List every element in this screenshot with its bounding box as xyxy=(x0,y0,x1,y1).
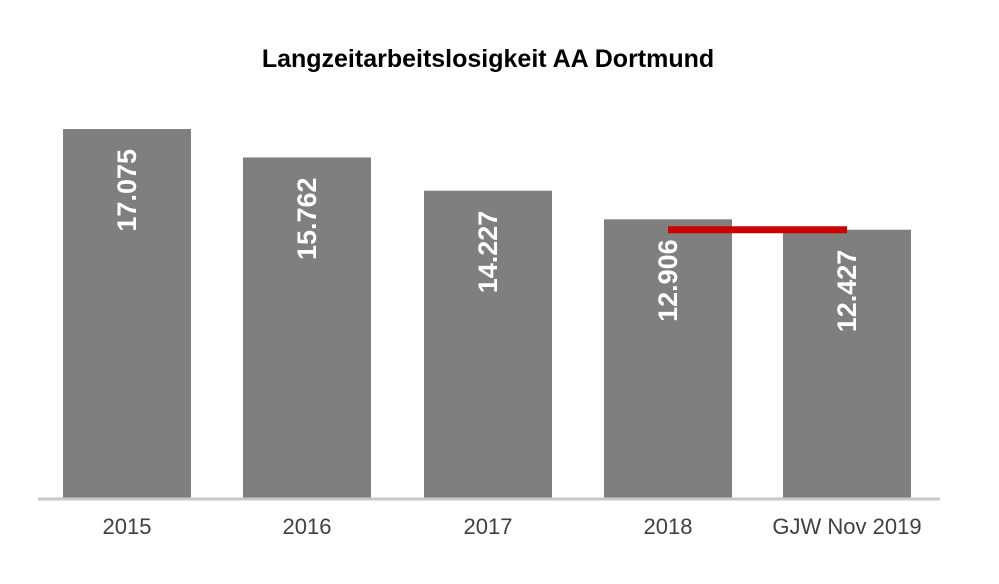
data-label: 17.075 xyxy=(112,149,142,232)
bar-2016 xyxy=(243,157,371,499)
bar-2018 xyxy=(604,219,732,499)
x-tick-label: 2015 xyxy=(103,514,152,539)
bar-2017 xyxy=(424,190,552,499)
bars-group xyxy=(63,129,911,499)
x-tick-label: GJW Nov 2019 xyxy=(772,514,921,539)
data-label: 15.762 xyxy=(292,177,322,260)
x-tick-label: 2017 xyxy=(464,514,513,539)
chart-title: Langzeitarbeitslosigkeit AA Dortmund xyxy=(262,45,714,73)
x-tick-label: 2016 xyxy=(283,514,332,539)
x-tick-labels-group: 2015 2016 2017 2018 GJW Nov 2019 xyxy=(103,514,922,539)
data-labels-group: 17.075 15.762 14.227 12.906 12.427 xyxy=(112,149,862,332)
data-label: 14.227 xyxy=(473,211,503,294)
data-label: 12.906 xyxy=(653,239,683,322)
bar-2015 xyxy=(63,129,191,499)
data-label: 12.427 xyxy=(832,250,862,333)
bar-gjw-nov-2019 xyxy=(783,229,911,499)
x-tick-label: 2018 xyxy=(644,514,693,539)
